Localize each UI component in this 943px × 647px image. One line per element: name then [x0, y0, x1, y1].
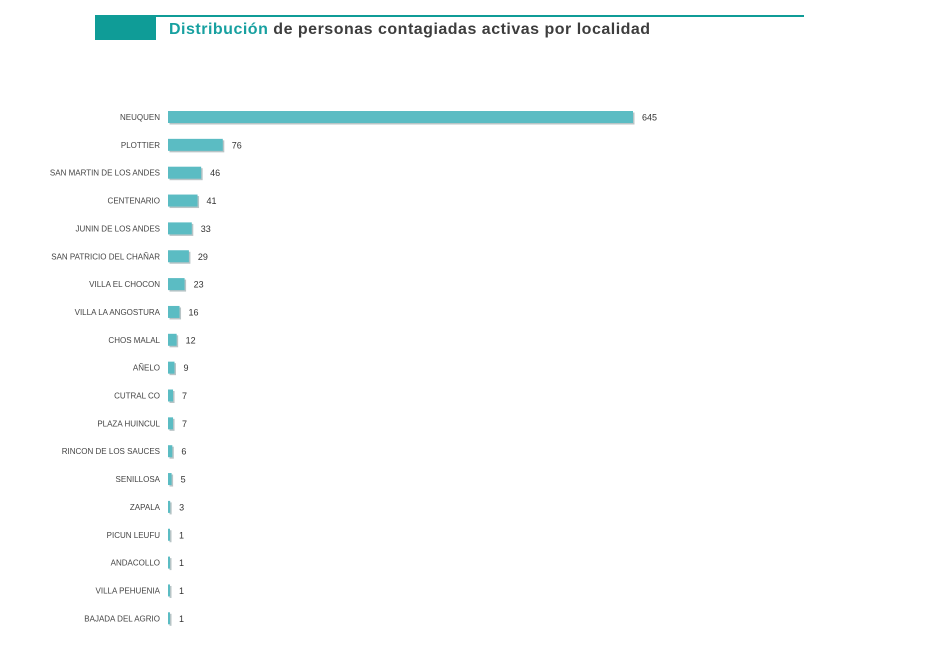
bar — [168, 250, 189, 263]
bar — [168, 166, 202, 179]
bar — [168, 389, 174, 402]
bar — [168, 305, 180, 318]
category-label: VILLA EL CHOCON — [89, 280, 160, 289]
value-label: 12 — [186, 335, 196, 345]
category-label: VILLA PEHUENIA — [96, 586, 161, 595]
value-label: 3 — [179, 502, 184, 512]
bar-shadow — [169, 502, 172, 515]
bar — [168, 111, 633, 123]
header-accent-block — [95, 15, 156, 40]
bar — [168, 612, 170, 625]
page-title-rest: de personas contagiadas activas por loca… — [268, 21, 651, 38]
category-label: PLOTTIER — [121, 141, 160, 150]
category-label: AÑELO — [133, 364, 160, 373]
category-label: JUNIN DE LOS ANDES — [76, 224, 160, 233]
bar — [168, 333, 177, 346]
category-label: PLAZA HUINCUL — [97, 419, 160, 428]
bar — [168, 556, 170, 569]
category-label: RINCON DE LOS SAUCES — [62, 447, 160, 456]
category-label: SAN PATRICIO DEL CHAÑAR — [51, 252, 160, 261]
category-label: PICUN LEUFU — [107, 531, 161, 540]
bar — [168, 361, 175, 374]
value-label: 7 — [182, 419, 187, 429]
bar — [168, 194, 198, 207]
value-label: 7 — [182, 391, 187, 401]
page-title: Distribución de personas contagiadas act… — [169, 21, 651, 39]
header-rule — [156, 15, 804, 17]
bar — [168, 500, 171, 513]
bar-shadow — [169, 530, 172, 543]
value-label: 46 — [210, 168, 220, 178]
value-label: 6 — [181, 447, 186, 457]
value-label: 1 — [179, 558, 184, 568]
value-label: 1 — [179, 614, 184, 624]
category-label: CUTRAL CO — [114, 392, 160, 401]
value-label: 645 — [642, 113, 657, 123]
bar — [168, 222, 192, 235]
value-label: 1 — [179, 530, 184, 540]
value-label: 5 — [181, 475, 186, 485]
value-label: 41 — [207, 196, 217, 206]
bar — [168, 528, 170, 541]
bar — [168, 473, 172, 486]
category-label: VILLA LA ANGOSTURA — [75, 308, 161, 317]
category-label: CENTENARIO — [108, 197, 160, 206]
bar — [168, 445, 173, 458]
bar — [168, 584, 170, 597]
bar — [168, 417, 174, 430]
value-label: 76 — [232, 140, 242, 150]
bar-shadow — [169, 558, 172, 571]
bar — [168, 278, 185, 291]
category-label: CHOS MALAL — [108, 336, 160, 345]
category-label: SENILLOSA — [116, 475, 161, 484]
value-label: 1 — [179, 586, 184, 596]
bar — [168, 138, 223, 151]
value-label: 29 — [198, 252, 208, 262]
category-label: BAJADA DEL AGRIO — [84, 614, 160, 623]
category-label: ANDACOLLO — [111, 559, 160, 568]
bar-shadow — [169, 613, 172, 626]
value-label: 16 — [189, 307, 199, 317]
value-label: 9 — [183, 363, 188, 373]
category-label: NEUQUEN — [120, 113, 160, 122]
value-label: 23 — [194, 280, 204, 290]
category-label: SAN MARTIN DE LOS ANDES — [50, 169, 160, 178]
category-label: ZAPALA — [130, 503, 161, 512]
page-title-accent: Distribución — [169, 21, 269, 38]
bar-shadow — [169, 585, 172, 598]
value-label: 33 — [201, 224, 211, 234]
